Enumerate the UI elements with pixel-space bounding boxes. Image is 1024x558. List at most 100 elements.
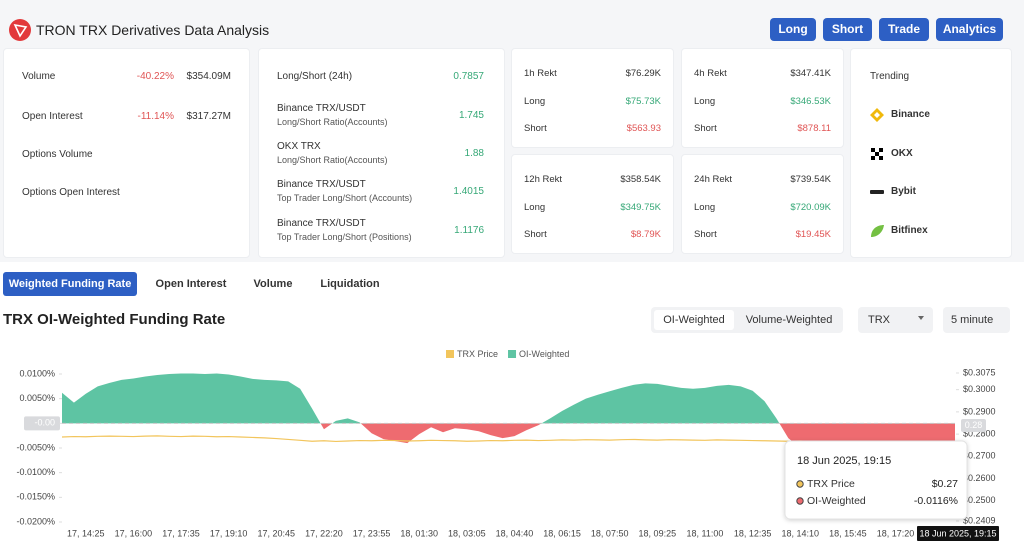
select-caret [918,316,924,320]
tab[interactable]: Liquidation [320,278,380,290]
x-tick-label: 18, 06:15 [543,528,581,538]
rekt-short: $8.79K [630,229,661,240]
y-tick-label: 0.0050% [19,393,55,403]
ratio-sublabel: Long/Short Ratio(Accounts) [277,117,388,127]
rekt-long-label: Long [524,96,546,107]
rekt-long-label: Long [694,202,716,213]
legend-label: TRX Price [457,349,498,359]
rekt-long: $75.73K [625,96,661,107]
x-tick-label: 18, 09:25 [639,528,677,538]
trending-item[interactable]: Bitfinex [891,225,928,236]
tooltip-name: TRX Price [807,478,855,490]
rekt-short: $19.45K [795,229,831,240]
exchange-icon [871,148,883,160]
y-tick-label: 0.0100% [19,368,55,378]
rekt-short-label: Short [694,123,717,134]
metric-change: -40.22% [136,71,174,82]
rekt-total: $358.54K [620,174,661,185]
ratio-value: 1.88 [464,148,484,159]
legend-swatch [446,350,454,358]
nav-button[interactable]: Analytics [936,18,1003,41]
toggle[interactable]: OI-Weighted [654,310,734,330]
y2-tick-label: $0.3075 [963,367,996,377]
ratio-label: OKX TRX [277,141,321,152]
tab[interactable]: Weighted Funding Rate [3,272,137,296]
ratio-value: 1.745 [458,110,484,121]
y2-tick-label: $0.2700 [963,451,996,461]
legend-swatch [508,350,517,358]
tab[interactable]: Volume [253,278,293,290]
rekt-title: 4h Rekt [694,68,727,79]
ratio-sublabel: Top Trader Long/Short (Accounts) [277,193,413,203]
metric-label: Options Open Interest [22,187,120,198]
trending-item[interactable]: Bybit [891,186,916,197]
metric-value: $317.27M [186,111,231,122]
tooltip [784,440,968,520]
exchange-icon [871,225,884,237]
x-tick-label: 17, 19:10 [210,528,248,538]
rekt-total: $76.29K [625,68,661,79]
rekt-total: $739.54K [790,174,831,185]
y2-tick-label: $0.2600 [963,473,996,483]
chart-title: TRX OI-Weighted Funding Rate [3,311,226,328]
x-tick-label: 17, 23:55 [353,528,391,538]
rekt-long: $349.75K [620,202,661,213]
select-value: TRX [868,314,890,326]
x-tick-label: 17, 14:25 [67,528,105,538]
symbol-select[interactable]: TRX [858,307,933,333]
tooltip-marker [796,497,804,505]
page-title: TRON TRX Derivatives Data Analysis [36,22,270,38]
x-tick-label: 18, 03:05 [448,528,486,538]
x-tick-label: 18, 11:00 [687,528,724,538]
interval-select[interactable]: 5 minute [943,307,1010,333]
rekt-short-label: Short [524,123,547,134]
trending-item[interactable]: Binance [891,109,930,120]
y2-crosshair-badge [961,419,986,432]
toggle[interactable]: Volume-Weighted [745,314,833,326]
x-tick-label: 17, 22:20 [305,528,343,538]
nav-button[interactable]: Trade [879,18,929,41]
rekt-short: $878.11 [797,123,831,134]
x-tick-label: 18, 07:50 [591,528,629,538]
metric-label: Options Volume [22,149,93,160]
exchange-icon [870,190,884,194]
ratio-value: 1.4015 [453,186,484,197]
nav-button[interactable]: Short [823,18,872,41]
tooltip-value: -0.0116% [914,495,958,507]
trending-item[interactable]: OKX [891,148,913,159]
y-tick-label: -0.0050% [16,442,55,452]
x-tick-label: 17, 17:35 [162,528,200,538]
rekt-card: 1h Rekt $76.29K Long $75.73K Short $563.93 [511,48,674,148]
x-tick-label: 18, 12:35 [734,528,772,538]
rekt-short: $563.93 [626,123,661,134]
ratio-sublabel: Long/Short Ratio(Accounts) [277,155,388,165]
y2-tick-label: $0.2409 [963,515,996,525]
ratio-label: Binance TRX/USDT [277,218,366,229]
x-tick-label: 18, 15:45 [829,528,867,538]
rekt-long: $346.53K [790,96,831,107]
y2-tick-label: $0.2900 [963,406,996,416]
rekt-short-label: Short [694,229,717,240]
nav-button[interactable]: Long [770,18,816,41]
y-tick-label: -0.0200% [16,516,55,526]
zero-badge [24,416,60,431]
trending-title: Trending [870,71,910,82]
rekt-title: 1h Rekt [524,68,557,79]
rekt-total: $347.41K [790,68,831,79]
legend-label: OI-Weighted [519,349,569,359]
tab[interactable]: Open Interest [155,278,227,290]
ratio-value: 0.7857 [453,71,484,82]
funding-area [62,373,955,493]
rekt-card: 24h Rekt $739.54K Long $720.09K Short $19.45K [681,154,844,254]
tooltip-marker [796,480,804,488]
trending-card: Trending Binance OKX Bybit Bitfinex [850,48,1012,258]
metric-change: -11.14% [137,111,174,122]
y2-tick-label: $0.3000 [963,384,996,394]
y2-crosshair-label: 0.28 [965,420,983,430]
x-tick-label: 18, 17:20 [877,528,915,538]
ratio-card: Long/Short (24h) 0.7857 Binance TRX/USDT Lo… [258,48,505,258]
x-tick-label: 17, 20:45 [258,528,296,538]
interval-value: 5 minute [951,314,994,326]
overview-card: Volume -40.22% $354.09M Open Interest -11.14… [3,48,250,258]
